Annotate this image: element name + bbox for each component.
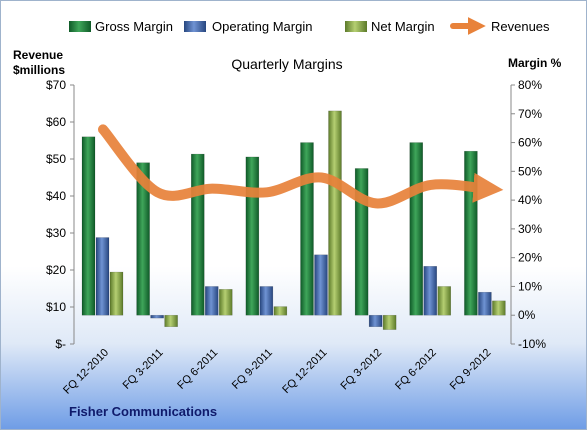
operating-margin-bar (95, 237, 110, 316)
gross-margin-bar (191, 153, 205, 316)
y-left-tick-label: $40 (46, 189, 66, 203)
legend-swatch-gross-margin (69, 21, 91, 32)
x-category-label: FQ 3-2011 (121, 347, 166, 392)
y-right-tick-label: 70% (518, 107, 542, 121)
net-margin-bar (328, 110, 342, 316)
net-margin-bar (164, 314, 178, 327)
x-category-labels: FQ 12-2010 FQ 3-2011 FQ 6-2011 FQ 9-2011 FQ … (61, 347, 493, 397)
y-left-tick-label: $30 (46, 226, 66, 240)
net-margin-bar (437, 286, 451, 316)
operating-margin-bar (259, 286, 274, 316)
gross-margin-bar (81, 136, 96, 316)
gross-margin-bar (136, 162, 150, 316)
x-category-label: FQ 9-2012 (448, 347, 494, 393)
operating-margin-bar (205, 286, 219, 316)
operating-margin-bar (314, 254, 328, 316)
x-category-label: FQ 9-2011 (230, 347, 275, 392)
bars (81, 110, 506, 330)
legend-label-gross-margin: Gross Margin (95, 19, 173, 34)
revenue-line (98, 124, 504, 209)
net-margin-bar (219, 289, 233, 316)
y-left-tick-label: $10 (46, 300, 66, 314)
gross-margin-bar (245, 156, 260, 316)
y-right-tick-label: 50% (518, 164, 542, 178)
x-category-label: FQ 6-2011 (175, 347, 220, 392)
operating-margin-bar (423, 266, 437, 316)
net-margin-bar (273, 306, 288, 316)
y-right-tick-label: 80% (518, 78, 542, 92)
legend-swatch-operating-margin (184, 21, 206, 32)
x-category-label: FQ 12-2010 (61, 347, 111, 397)
x-category-label: FQ 12-2011 (280, 347, 329, 396)
y-left-tick-label: $20 (46, 263, 66, 277)
legend-swatch-net-margin (345, 21, 367, 32)
y-right-tick-label: 0% (518, 308, 536, 322)
y-right-tick-label: 20% (518, 251, 542, 265)
chart-title: Quarterly Margins (231, 56, 342, 72)
y-left-label-line2: $millions (13, 63, 65, 77)
y-right-tick-label: 10% (518, 279, 542, 293)
legend-label-revenues: Revenues (491, 19, 550, 34)
y-right-label: Margin % (508, 56, 562, 70)
legend: Gross Margin Operating Margin Net Margin… (69, 17, 550, 35)
y-right-ticks: 80% 70% 60% 50% 40% 30% 20% 10% 0% -10% (511, 78, 546, 351)
net-margin-bar (492, 300, 506, 316)
revenue-line-path (98, 124, 504, 209)
y-left-label-line1: Revenue (13, 48, 63, 62)
x-category-label: FQ 6-2012 (393, 347, 439, 393)
y-right-tick-label: 40% (518, 193, 542, 207)
operating-margin-bar (150, 314, 164, 319)
company-name: Fisher Communications (69, 404, 217, 419)
gross-margin-bar (300, 142, 314, 316)
net-margin-bar (109, 271, 124, 316)
y-left-tick-label: $60 (46, 115, 66, 129)
operating-margin-bar (478, 291, 492, 316)
y-left-tick-label: $70 (46, 78, 66, 92)
legend-label-net-margin: Net Margin (371, 19, 435, 34)
x-category-label: FQ 3-2012 (339, 347, 385, 393)
net-margin-bar (382, 314, 397, 330)
y-left-tick-label: $50 (46, 152, 66, 166)
gross-margin-bar (464, 150, 478, 316)
operating-margin-bar (368, 314, 383, 327)
y-right-tick-label: 30% (518, 222, 542, 236)
y-left-tick-label: $- (55, 337, 66, 351)
gross-margin-bar (409, 142, 423, 316)
y-left-ticks: $70 $60 $50 $40 $30 $20 $10 $- (46, 78, 74, 351)
y-right-tick-label: -10% (518, 337, 546, 351)
y-right-tick-label: 60% (518, 136, 542, 150)
legend-label-operating-margin: Operating Margin (212, 19, 312, 34)
